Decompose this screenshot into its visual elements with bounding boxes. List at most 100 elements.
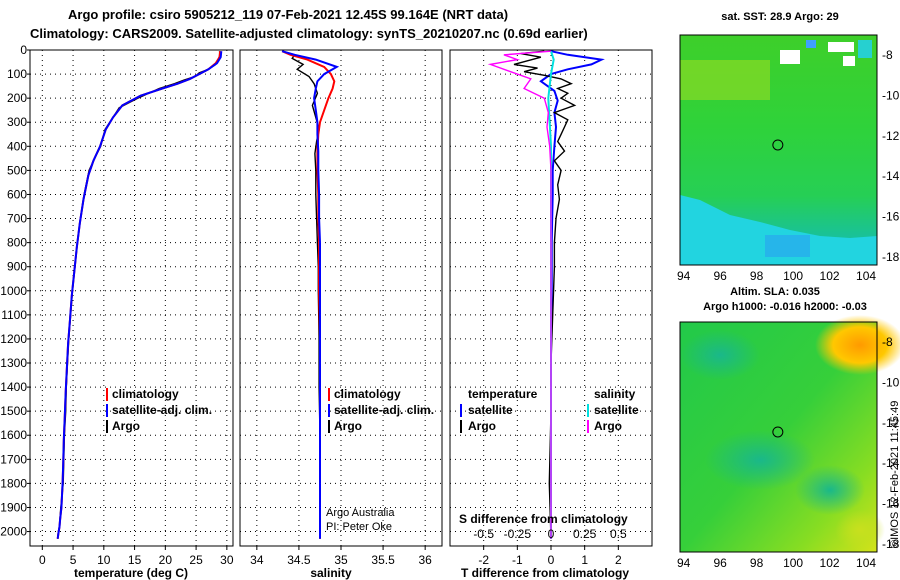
series-argo (281, 50, 321, 539)
sst-lon-label: 98 (750, 269, 764, 283)
depth-tick-label: 900 (7, 260, 27, 274)
sla-map-title: Altim. SLA: 0.035 (730, 286, 820, 298)
difference-xtick-label: 2 (615, 553, 622, 567)
sst-lon-label: 104 (856, 269, 876, 283)
depth-tick-label: 800 (7, 236, 27, 250)
title-line-1: Argo profile: csiro 5905212_119 07-Feb-2… (68, 7, 509, 22)
depth-tick-label: 200 (7, 91, 27, 105)
sst-lat-label: -10 (882, 89, 900, 103)
salinity-xtick-label: 35 (334, 553, 348, 567)
depth-tick-label: 1700 (0, 452, 27, 466)
sst-lat-label: -16 (882, 210, 900, 224)
sst-lat-label: -18 (882, 250, 900, 264)
temperature-axis-title: temperature (deg C) (74, 566, 188, 580)
temperature-xtick-label: 10 (97, 553, 111, 567)
sst-lon-label: 100 (783, 269, 803, 283)
legend-label-t-satellite: satellite (468, 403, 513, 417)
series-satellite-adj-clim- (56, 51, 223, 539)
depth-tick-label: 1300 (0, 356, 27, 370)
title-line-2: Climatology: CARS2009. Satellite-adjuste… (30, 26, 588, 41)
sla-orange-blob (815, 315, 900, 375)
sla-lat-label: -12 (882, 416, 900, 430)
difference-xtick-label: 0 (548, 553, 555, 567)
sla-teal-blob-1 (680, 330, 760, 380)
secondary-tick-label: 0.25 (573, 527, 597, 541)
sst-cloud-4 (806, 40, 816, 48)
legend-label-argo: Argo (112, 419, 140, 433)
sst-lon-label: 96 (713, 269, 727, 283)
salinity-legend: climatology satellite-adj. clim. Argo Ar… (326, 387, 434, 533)
difference-xtick-label: 1 (581, 553, 588, 567)
sst-cyan-patch (765, 235, 810, 257)
sla-lon-label: 96 (713, 556, 727, 570)
difference-axis-title: T difference from climatology (461, 566, 629, 580)
temperature-legend: climatology satellite-adj. clim. Argo (106, 387, 212, 433)
salinity-panel (239, 49, 443, 547)
secondary-tick-label: -0.5 (473, 527, 494, 541)
temperature-xtick-label: 25 (189, 553, 203, 567)
series-climatology (281, 50, 336, 539)
credit-argo-australia: Argo Australia (326, 507, 395, 519)
sst-lat-label: -8 (882, 48, 893, 62)
temperature-xtick-label: 30 (220, 553, 234, 567)
secondary-tick-label: 0.5 (610, 527, 627, 541)
sla-lat-label: -14 (882, 456, 900, 470)
depth-tick-label: 1600 (0, 428, 27, 442)
sla-lon-label: 100 (783, 556, 803, 570)
sla-lat-label: -16 (882, 497, 900, 511)
sst-cloud-2 (828, 42, 854, 52)
legend-title-salinity: salinity (594, 387, 636, 401)
sla-map-frame (679, 321, 878, 553)
temperature-panel (29, 49, 234, 547)
legend-label-climatology: climatology (334, 387, 401, 401)
depth-tick-label: 1100 (1, 308, 27, 322)
salinity-axis-title: salinity (310, 566, 352, 580)
legend-label-climatology: climatology (112, 387, 179, 401)
sst-lon-label: 94 (677, 269, 691, 283)
legend-label-satellite: satellite-adj. clim. (112, 403, 212, 417)
depth-tick-label: 400 (7, 139, 27, 153)
salinity-xtick-label: 34 (250, 553, 264, 567)
sla-lon-label: 104 (856, 556, 876, 570)
sst-map (679, 34, 878, 266)
sla-lat-label: -18 (882, 537, 900, 551)
legend-label-s-satellite: satellite (594, 403, 639, 417)
depth-tick-label: 0 (20, 43, 27, 57)
legend-title-temperature: temperature (468, 387, 538, 401)
temperature-xtick-label: 15 (128, 553, 142, 567)
salinity-xtick-label: 35.5 (371, 553, 395, 567)
sla-lon-label: 94 (677, 556, 691, 570)
sla-map (679, 315, 900, 553)
depth-tick-label: 300 (7, 115, 27, 129)
depth-tick-label: 1200 (0, 332, 27, 346)
sst-lon-label: 102 (820, 269, 840, 283)
sla-argo-title: Argo h1000: -0.016 h2000: -0.03 (703, 301, 867, 313)
sla-lat-label: -8 (882, 335, 893, 349)
salinity-xtick-label: 34.5 (287, 553, 311, 567)
depth-tick-label: 100 (7, 67, 27, 81)
depth-tick-label: 1000 (0, 284, 27, 298)
salinity-xtick-label: 36 (418, 553, 432, 567)
series-s-argo (487, 50, 552, 539)
depth-tick-label: 700 (7, 212, 27, 226)
sst-cyan-region (680, 195, 877, 265)
sla-yellow-blob (835, 510, 885, 550)
difference-xtick-label: -2 (478, 553, 489, 567)
sst-lat-label: -12 (882, 129, 900, 143)
sst-cloud-3 (843, 56, 855, 66)
series-t-argo (513, 50, 577, 539)
sst-map-title: sat. SST: 28.9 Argo: 29 (721, 11, 839, 23)
legend-label-t-argo: Argo (468, 419, 496, 433)
depth-tick-label: 1900 (0, 500, 27, 514)
difference-xtick-label: -1 (512, 553, 523, 567)
credit-pi: PI: Peter Oke (326, 521, 392, 533)
depth-tick-label: 1800 (0, 476, 27, 490)
difference-legend: temperature salinity satellite Argo sate… (459, 387, 639, 526)
sla-lat-label: -10 (882, 376, 900, 390)
sst-cloud-1 (780, 50, 800, 64)
temperature-xtick-label: 0 (39, 553, 46, 567)
depth-tick-label: 1400 (0, 380, 27, 394)
legend-label-argo: Argo (334, 419, 362, 433)
secondary-axis-title: S difference from climatology (459, 512, 628, 526)
